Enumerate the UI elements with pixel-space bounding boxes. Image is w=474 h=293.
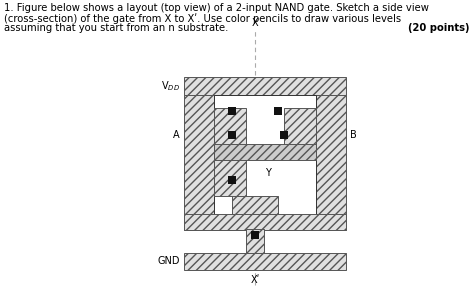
Bar: [214, 95, 316, 230]
Text: B: B: [350, 130, 357, 140]
Bar: [184, 77, 346, 95]
Bar: [184, 95, 214, 230]
Bar: [251, 231, 259, 239]
Bar: [284, 108, 316, 145]
Text: V$_{DD}$: V$_{DD}$: [161, 79, 180, 93]
Bar: [214, 160, 246, 196]
Bar: [246, 229, 264, 253]
Bar: [184, 253, 346, 270]
Bar: [228, 107, 236, 115]
Bar: [280, 131, 288, 139]
Bar: [228, 176, 236, 184]
Bar: [214, 144, 316, 160]
Text: Y: Y: [265, 168, 271, 178]
Text: 1. Figure below shows a layout (top view) of a 2-input NAND gate. Sketch a side : 1. Figure below shows a layout (top view…: [4, 3, 429, 13]
Bar: [232, 196, 278, 214]
Bar: [228, 131, 236, 139]
Text: assuming that you start from an n substrate.: assuming that you start from an n substr…: [4, 23, 228, 33]
Bar: [246, 95, 264, 108]
Bar: [214, 108, 246, 145]
Text: A: A: [173, 130, 180, 140]
Text: (cross-section) of the gate from X to Xʹ. Use color pencils to draw various leve: (cross-section) of the gate from X to Xʹ…: [4, 13, 401, 24]
Text: (20 points): (20 points): [409, 23, 470, 33]
Text: Xʹ: Xʹ: [250, 275, 260, 285]
Bar: [184, 214, 346, 230]
Bar: [246, 95, 264, 230]
Bar: [316, 95, 346, 230]
Bar: [274, 107, 282, 115]
Text: X: X: [252, 18, 258, 28]
Text: GND: GND: [157, 256, 180, 267]
